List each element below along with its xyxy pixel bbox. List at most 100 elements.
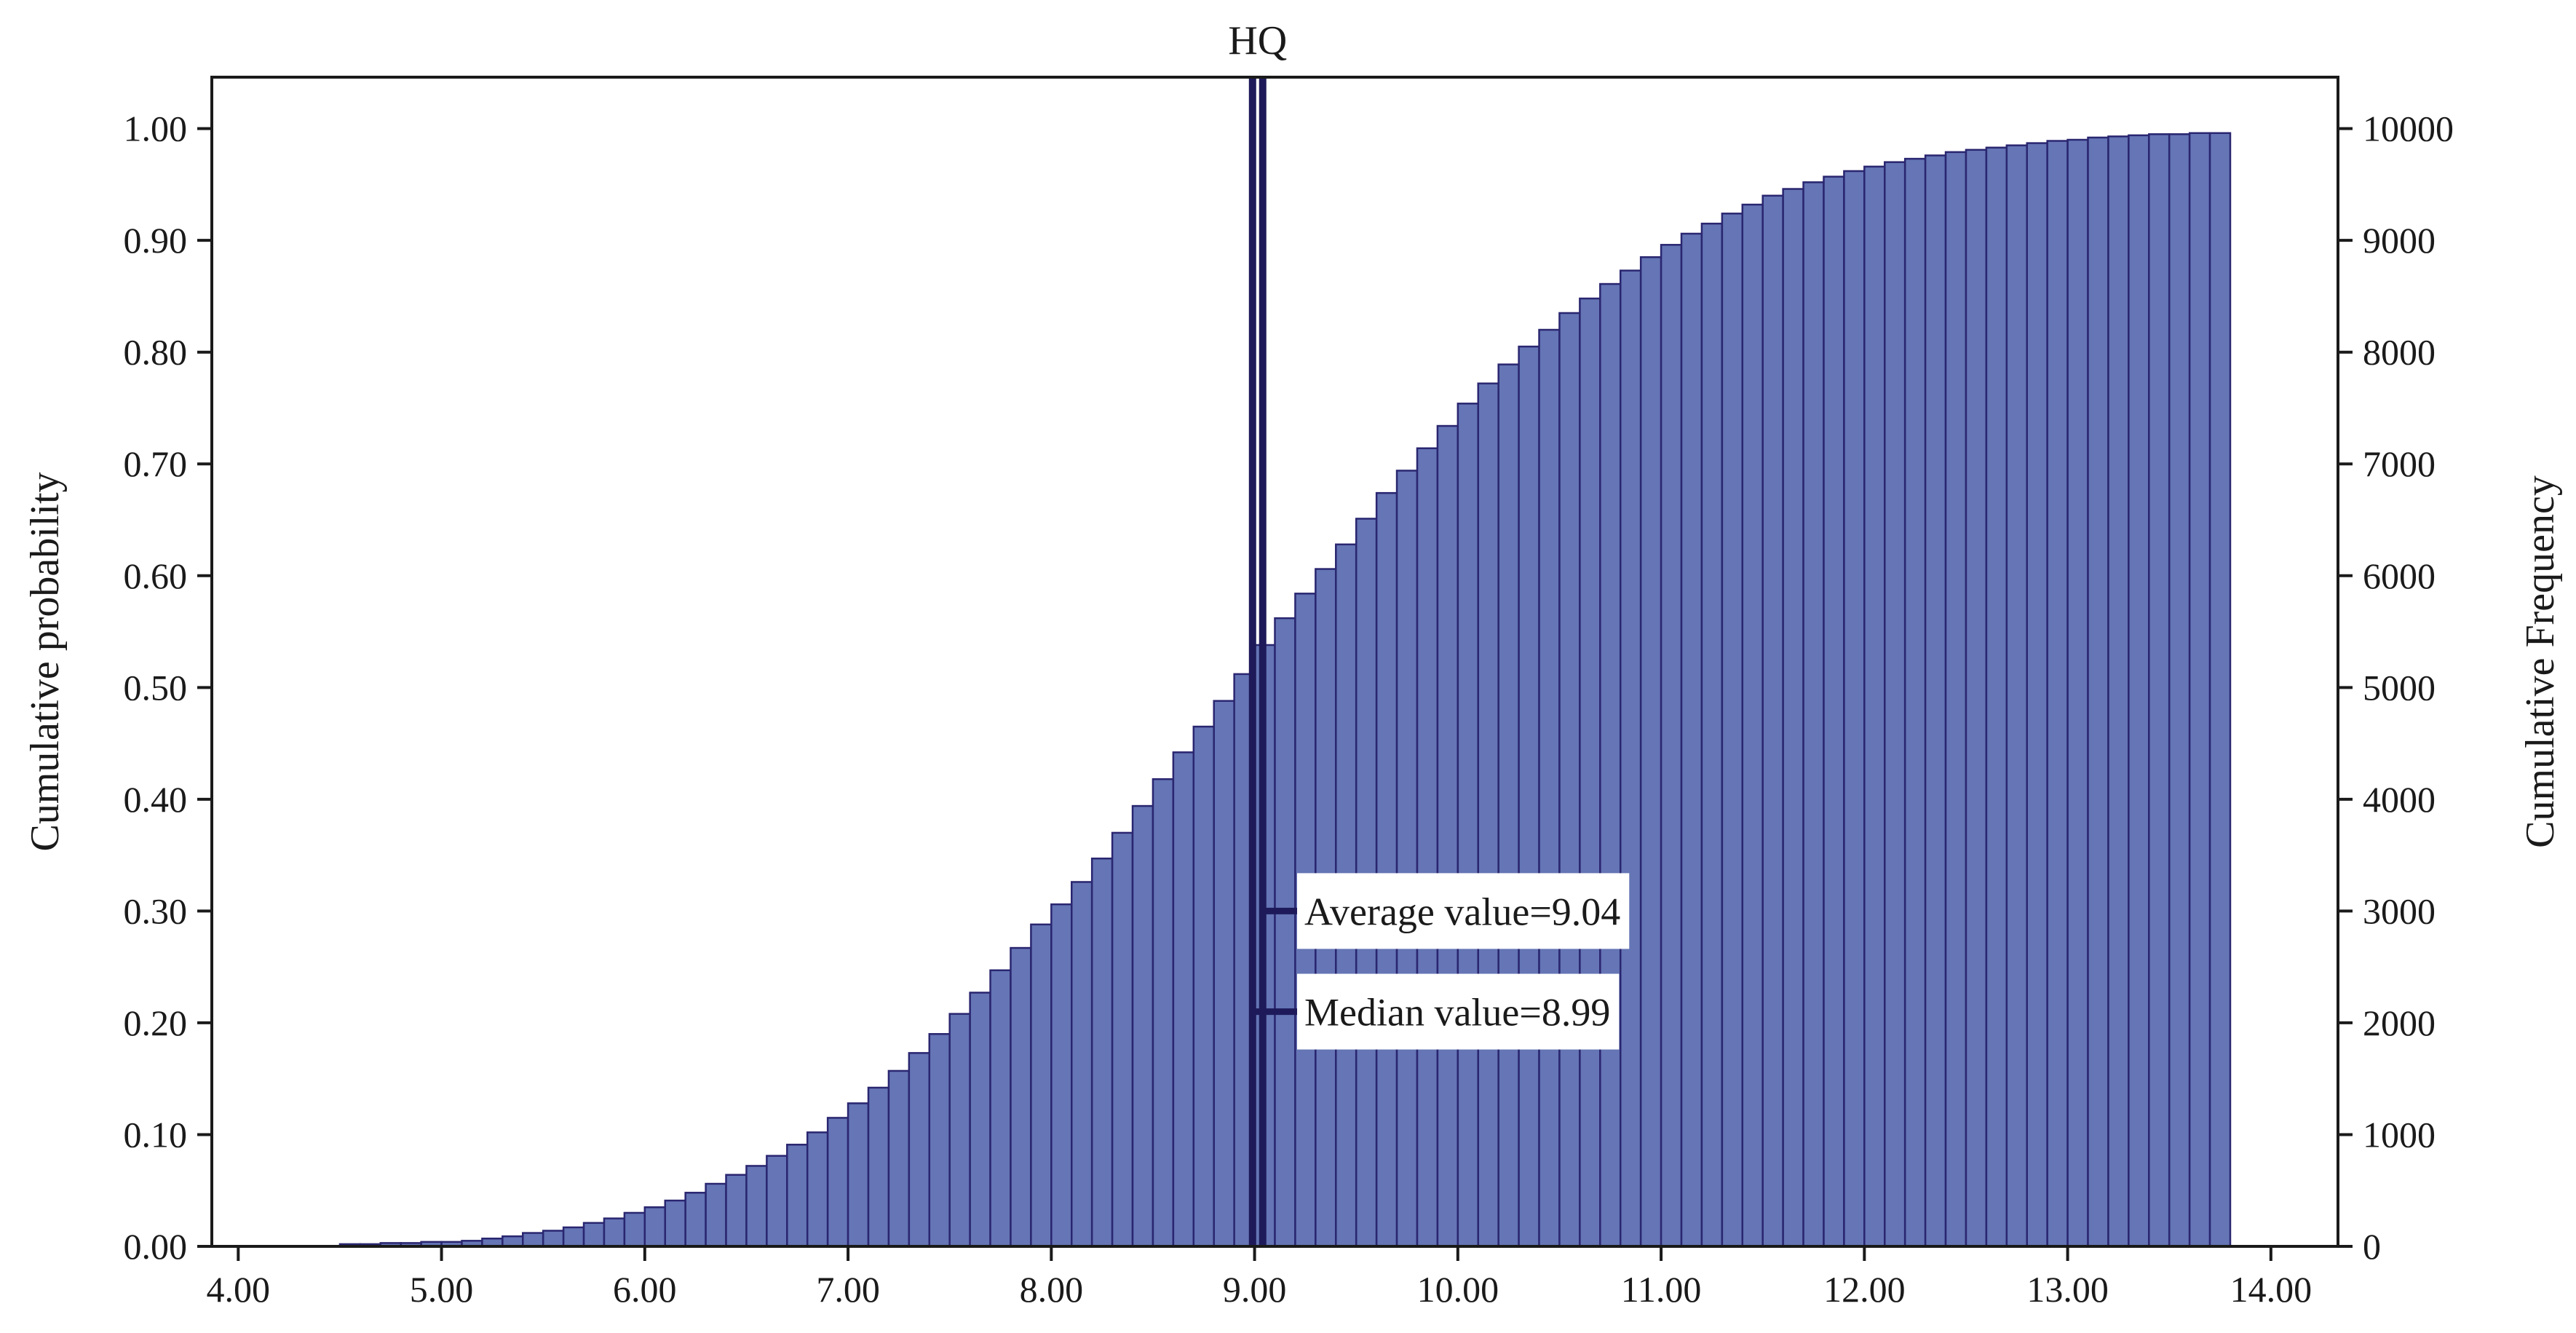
histogram-bar <box>1010 946 1032 1248</box>
y-right-tick-label: 7000 <box>2363 443 2436 484</box>
histogram-bar <box>1497 363 1520 1248</box>
histogram-bar <box>1782 188 1804 1248</box>
histogram-bar <box>623 1211 646 1248</box>
histogram-bar <box>643 1206 666 1248</box>
y-axis-left-title: Cumulative probability <box>23 472 68 851</box>
y-left-tick-label: 0.10 <box>124 1114 188 1155</box>
y-right-tick-label: 9000 <box>2363 220 2436 261</box>
histogram-bar <box>1761 194 1784 1248</box>
histogram-bar <box>928 1033 951 1248</box>
histogram-bar <box>2208 132 2232 1248</box>
x-tick-label: 14.00 <box>2230 1269 2313 1310</box>
plot-frame <box>210 76 2339 1248</box>
histogram-bar <box>2107 135 2130 1248</box>
histogram-bar <box>1965 149 1988 1248</box>
histogram-bar <box>1192 725 1215 1248</box>
y-left-tick-label: 0.00 <box>124 1226 188 1267</box>
histogram-bar <box>948 1013 971 1248</box>
histogram-bar <box>1213 700 1235 1248</box>
histogram-bar <box>887 1069 911 1248</box>
chart-title: HQ <box>1228 18 1287 63</box>
x-tick-label: 11.00 <box>1621 1269 1702 1310</box>
average-label-text: Average value=9.04 <box>1304 890 1620 933</box>
x-tick-label: 6.00 <box>613 1269 677 1310</box>
bars-group <box>338 132 2232 1248</box>
histogram-bar <box>1903 157 1927 1248</box>
y-right-tick-label: 2000 <box>2363 1002 2436 1043</box>
y-right-tick-label: 1000 <box>2363 1114 2436 1155</box>
average-label-box <box>1297 873 1630 949</box>
y-left-tick-label: 1.00 <box>124 108 188 149</box>
x-tick-label: 7.00 <box>816 1269 880 1310</box>
reference-lines-group <box>1248 77 1267 1246</box>
x-tick-label: 13.00 <box>2026 1269 2109 1310</box>
histogram-bar <box>908 1052 931 1248</box>
histogram-bar <box>969 992 991 1248</box>
histogram-bar <box>1660 244 1683 1248</box>
histogram-bar <box>1274 617 1296 1248</box>
x-tick-label: 4.00 <box>207 1269 271 1310</box>
histogram-bar <box>502 1235 524 1248</box>
x-tick-label: 12.00 <box>1823 1269 1906 1310</box>
histogram-bar <box>582 1222 606 1248</box>
axes-group: 4.00 5.00 6.00 7.00 8.00 9.00 10.00 11.00 12.00 1… <box>124 108 2454 1310</box>
histogram-bar <box>1843 170 1866 1248</box>
histogram-bar <box>989 969 1012 1248</box>
histogram-bar <box>684 1192 707 1248</box>
histogram-bar <box>1152 778 1175 1248</box>
x-tick-label: 5.00 <box>410 1269 474 1310</box>
median-label-box <box>1297 973 1620 1050</box>
histogram-bar <box>562 1226 585 1248</box>
histogram-bar <box>2005 144 2028 1248</box>
histogram-bar <box>2188 132 2211 1248</box>
histogram-bar <box>1579 297 1601 1248</box>
histogram-bar <box>1944 151 1967 1248</box>
histogram-bar <box>1457 403 1480 1248</box>
histogram-bar <box>2128 134 2150 1248</box>
y-left-tick-label: 0.90 <box>124 220 188 261</box>
y-right-tick-label: 3000 <box>2363 890 2436 931</box>
y-left-tick-label: 0.30 <box>124 890 188 931</box>
histogram-bar <box>1884 161 1906 1248</box>
histogram-bar <box>522 1232 544 1248</box>
y-right-tick-label: 10000 <box>2363 108 2454 149</box>
y-right-tick-label: 5000 <box>2363 667 2436 708</box>
median-label-text: Median value=8.99 <box>1304 991 1610 1035</box>
histogram-bar <box>1802 181 1825 1248</box>
histogram-bar <box>867 1086 890 1248</box>
y-right-tick-label: 8000 <box>2363 332 2436 373</box>
histogram-bar <box>1070 881 1093 1248</box>
histogram-bar <box>1741 203 1764 1248</box>
histogram-bar <box>1558 312 1581 1248</box>
histogram-bar <box>1985 146 2008 1248</box>
histogram-bar <box>1924 154 1947 1248</box>
histogram-bar <box>1111 831 1134 1248</box>
histogram-bar <box>2168 133 2191 1248</box>
histogram-bar <box>1639 256 1662 1248</box>
histogram-bar <box>1680 232 1703 1248</box>
histogram-bar <box>1375 491 1398 1248</box>
histogram-bar <box>705 1182 727 1248</box>
histogram-bar <box>745 1165 768 1248</box>
y-left-tick-label: 0.40 <box>124 779 188 820</box>
histogram-bar <box>1823 175 1845 1248</box>
histogram-bar <box>1599 282 1622 1248</box>
histogram-bar <box>1477 382 1499 1248</box>
x-tick-label: 9.00 <box>1223 1269 1287 1310</box>
histogram-bar <box>1131 804 1154 1248</box>
histogram-bar <box>1721 213 1744 1248</box>
y-axis-right-title: Cumulative Frequency <box>2518 475 2563 848</box>
y-right-tick-label: 6000 <box>2363 555 2436 596</box>
y-right-tick-label: 4000 <box>2363 779 2436 820</box>
histogram-bar <box>2046 140 2069 1248</box>
histogram-bar <box>1538 328 1561 1248</box>
y-left-tick-label: 0.60 <box>124 555 188 596</box>
histogram-bar <box>542 1230 565 1248</box>
histogram-bar <box>1395 470 1419 1248</box>
histogram-bar <box>1050 903 1073 1248</box>
histogram-bar <box>826 1117 849 1248</box>
histogram-bar <box>2148 133 2171 1248</box>
histogram-bar <box>1090 857 1114 1248</box>
